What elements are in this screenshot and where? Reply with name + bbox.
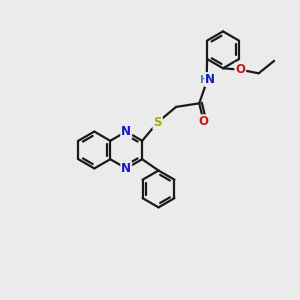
Text: O: O	[199, 115, 209, 128]
Text: N: N	[205, 73, 215, 86]
Text: O: O	[235, 63, 245, 76]
Text: N: N	[121, 125, 131, 138]
Text: H: H	[200, 75, 209, 85]
Text: S: S	[153, 116, 162, 129]
Text: N: N	[121, 162, 131, 175]
